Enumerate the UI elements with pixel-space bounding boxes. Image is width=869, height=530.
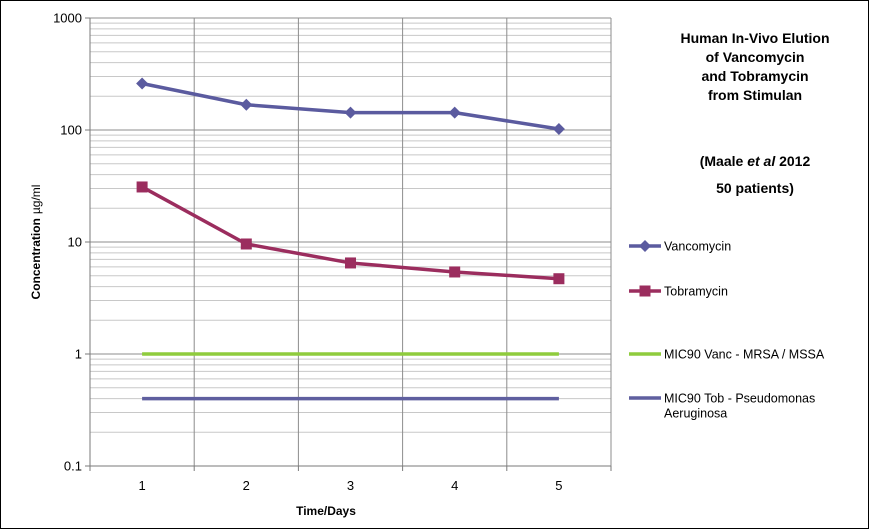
annotation-citation-author: (Maale bbox=[700, 153, 747, 169]
legend-label: Vancomycin bbox=[664, 240, 731, 254]
data-point bbox=[240, 98, 253, 111]
legend-marker bbox=[639, 285, 651, 297]
series bbox=[136, 77, 565, 401]
annotation-line-2: of Vancomycin bbox=[706, 49, 805, 65]
data-point bbox=[449, 266, 461, 278]
data-point bbox=[136, 181, 148, 193]
tick-labels: 0.1 1 10 100 1000 1 2 3 4 5 bbox=[53, 11, 562, 494]
annotation-citation-year: 2012 bbox=[775, 153, 810, 169]
legend-item-1: Vancomycin bbox=[629, 240, 731, 254]
axes bbox=[85, 17, 612, 471]
x-tick-label: 5 bbox=[555, 478, 562, 493]
chart-annotation: Human In-Vivo Elution of Vancomycin and … bbox=[680, 30, 829, 196]
data-point bbox=[448, 106, 461, 119]
legend-label: MIC90 Tob - Pseudomonas bbox=[664, 392, 815, 406]
y-tick-label: 100 bbox=[60, 123, 82, 138]
data-point bbox=[136, 77, 149, 90]
y-tick-label: 10 bbox=[68, 235, 82, 250]
x-axis-title: Time/Days bbox=[296, 504, 356, 518]
annotation-line-6: (Maale et al 2012 bbox=[700, 153, 811, 169]
annotation-line-7: 50 patients) bbox=[716, 180, 794, 196]
series-2 bbox=[136, 181, 565, 285]
legend-label: Aeruginosa bbox=[664, 407, 727, 421]
x-tick-label: 2 bbox=[243, 478, 250, 493]
series-1 bbox=[136, 77, 565, 136]
y-tick-label: 1000 bbox=[53, 11, 82, 26]
legend-marker bbox=[639, 240, 651, 252]
y-tick-label: 0.1 bbox=[64, 459, 82, 474]
data-point bbox=[552, 123, 565, 136]
annotation-line-1: Human In-Vivo Elution bbox=[680, 30, 829, 46]
y-tick-label: 1 bbox=[75, 347, 82, 362]
series-line bbox=[141, 81, 560, 131]
annotation-citation-etal: et al bbox=[747, 153, 776, 169]
data-point bbox=[344, 106, 357, 119]
x-tick-label: 3 bbox=[347, 478, 354, 493]
legend-item-3: MIC90 Vanc - MRSA / MSSA bbox=[629, 348, 825, 362]
data-point bbox=[553, 273, 565, 285]
data-point bbox=[345, 257, 356, 269]
annotation-line-3: and Tobramycin bbox=[701, 68, 808, 84]
x-tick-label: 4 bbox=[451, 478, 458, 493]
legend-label: Tobramycin bbox=[664, 285, 728, 299]
y-axis-title: Concentration µg/ml bbox=[29, 185, 43, 300]
data-point bbox=[240, 238, 252, 250]
legend-label: MIC90 Vanc - MRSA / MSSA bbox=[664, 348, 825, 362]
legend: Vancomycin Tobramycin MIC90 Vanc - MRSA / … bbox=[629, 240, 825, 421]
y-axis-title-unit: µg/ml bbox=[29, 185, 43, 215]
y-axis-title-main: Concentration bbox=[29, 218, 43, 299]
annotation-line-4: from Stimulan bbox=[708, 87, 802, 103]
legend-item-2: Tobramycin bbox=[629, 285, 728, 299]
x-tick-label: 1 bbox=[138, 478, 145, 493]
